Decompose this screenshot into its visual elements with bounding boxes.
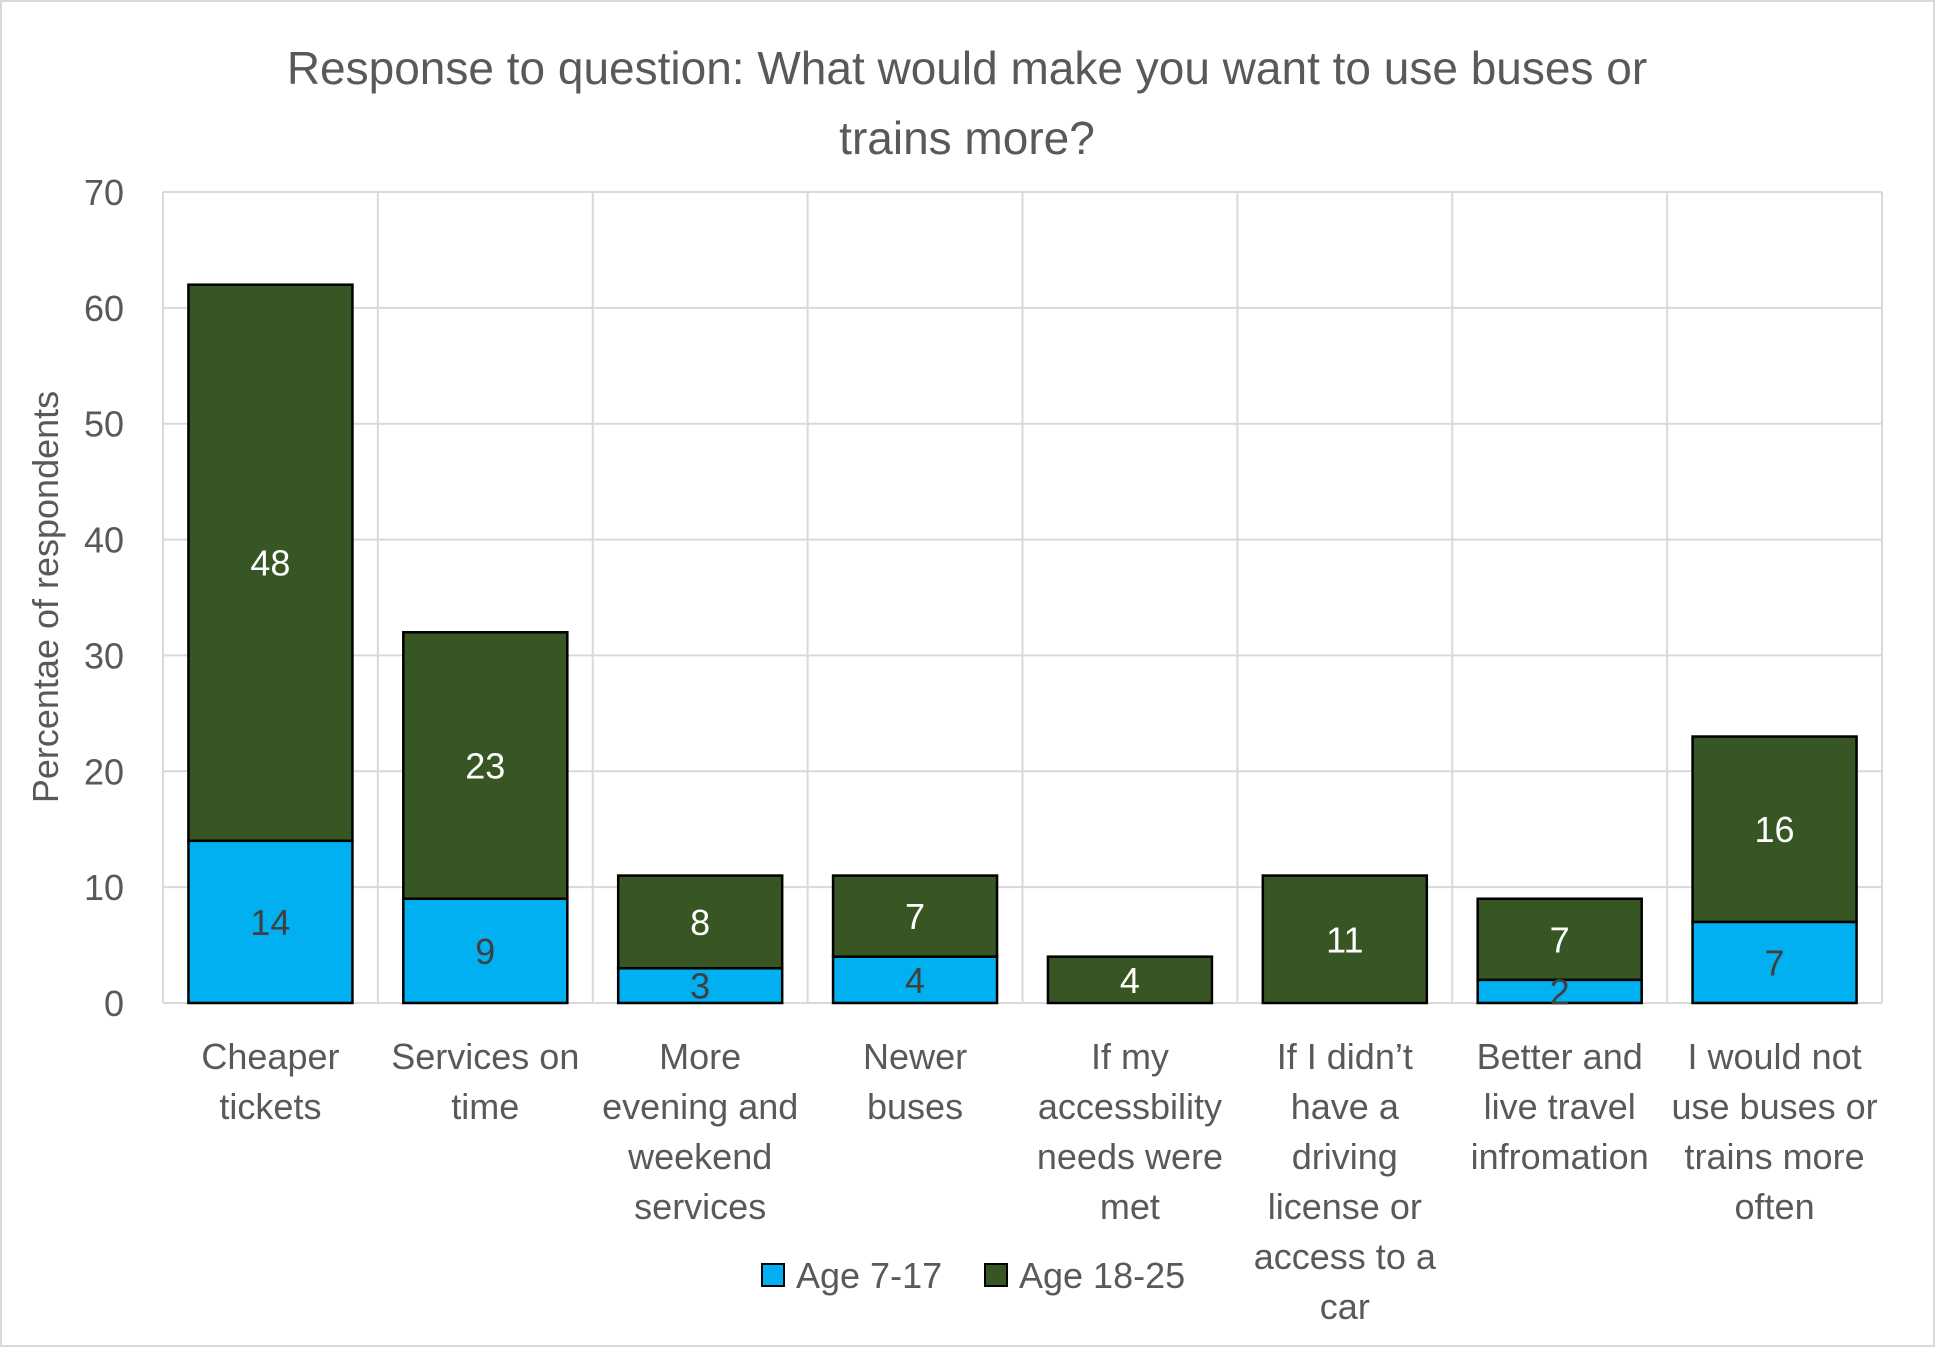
data-label-age-7-17-more-evening-and-weekend-services: 3	[690, 966, 710, 1007]
data-label-age-18-25-better-and-live-travel-infromation: 7	[1550, 919, 1570, 960]
x-category-label: If my accessbility needs were met	[1037, 1036, 1223, 1227]
x-category-label: Services on time	[391, 1036, 579, 1127]
bar-age-18-25-if-my-accessbility-needs-were-met	[1046, 955, 1214, 1005]
data-label-age-7-17-cheaper-tickets: 14	[250, 902, 290, 943]
x-category-label: I would not use buses or trains more often	[1672, 1036, 1878, 1227]
data-label-age-18-25-if-my-accessbility-needs-were-met: 4	[1120, 960, 1140, 1001]
data-label-age-18-25-services-on-time: 23	[465, 745, 505, 786]
bar-age-18-25-i-would-not-use-buses-or-trains-more-often	[1691, 735, 1858, 924]
data-label-age-18-25-cheaper-tickets: 48	[250, 543, 290, 584]
y-tick-label: 30	[84, 635, 124, 676]
x-axis-category-labels: Cheaper tickets Services on time More evening…	[201, 1036, 1877, 1327]
data-label-age-18-25-i-would-not-use-buses-or-trains-more-often: 16	[1755, 809, 1795, 850]
y-tick-label: 0	[104, 983, 124, 1024]
data-label-age-7-17-i-would-not-use-buses-or-trains-more-often: 7	[1765, 942, 1785, 983]
chart-title: Response to question: What would make yo…	[287, 42, 1647, 164]
bar-age-18-25-more-evening-and-weekend-services	[616, 874, 784, 970]
y-axis-tick-labels: 0 10 20 30 40 50 60 70	[84, 172, 124, 1024]
y-tick-label: 40	[84, 520, 124, 561]
bar-age-7-17-i-would-not-use-buses-or-trains-more-often	[1691, 920, 1858, 1005]
y-tick-label: 20	[84, 751, 124, 792]
data-label-age-7-17-better-and-live-travel-infromation: 2	[1550, 971, 1570, 1012]
x-category-label: If I didn’t have a driving license or access…	[1254, 1036, 1437, 1327]
x-category-label: More evening and weekend services	[602, 1036, 798, 1227]
data-label-age-7-17-services-on-time: 9	[475, 931, 495, 972]
data-label-age-7-17-newer-buses: 4	[905, 960, 925, 1001]
bar-age-7-17-newer-buses	[831, 955, 999, 1005]
data-label-age-18-25-if-i-didn-t-have-a-driving-license-or-access-to-a-car: 11	[1326, 919, 1363, 960]
y-tick-label: 50	[84, 404, 124, 445]
bar-age-7-17-more-evening-and-weekend-services	[616, 966, 784, 1005]
bar-age-18-25-if-i-didn-t-have-a-driving-license-or-access-to-a-car	[1261, 874, 1429, 1005]
y-tick-label: 10	[84, 867, 124, 908]
y-tick-label: 70	[84, 172, 124, 213]
x-category-label: Better and live travel infromation	[1471, 1036, 1649, 1177]
legend-label-age-18-25: Age 18-25	[1019, 1255, 1185, 1296]
chart-title-line: Response to question: What would make yo…	[287, 42, 1647, 94]
bar-age-18-25-better-and-live-travel-infromation	[1476, 897, 1643, 982]
legend-label-age-7-17: Age 7-17	[796, 1255, 942, 1296]
bar-age-18-25-newer-buses	[831, 874, 999, 958]
legend-swatch-age-7-17	[761, 1263, 785, 1287]
data-label-age-18-25-newer-buses: 7	[905, 896, 925, 937]
bar-age-18-25-services-on-time	[402, 631, 569, 900]
data-labels: 14 48 9 23 3 8 4 7 4 11 2 7 7 16	[250, 543, 1794, 1013]
y-axis-title: Percentae of respondents	[25, 391, 66, 803]
data-label-age-18-25-more-evening-and-weekend-services: 8	[690, 902, 710, 943]
bar-age-7-17-services-on-time	[402, 897, 569, 1005]
bar-age-7-17-cheaper-tickets	[187, 839, 354, 1005]
y-tick-label: 60	[84, 288, 124, 329]
x-category-label: Newer buses	[863, 1036, 967, 1127]
legend: Age 7-17 Age 18-25	[761, 1255, 1185, 1296]
bars	[187, 283, 1858, 1005]
legend-swatch-age-18-25	[984, 1263, 1008, 1287]
bar-age-18-25-cheaper-tickets	[187, 283, 354, 843]
x-category-label: Cheaper tickets	[201, 1036, 339, 1127]
chart-title-line: trains more?	[839, 112, 1095, 164]
